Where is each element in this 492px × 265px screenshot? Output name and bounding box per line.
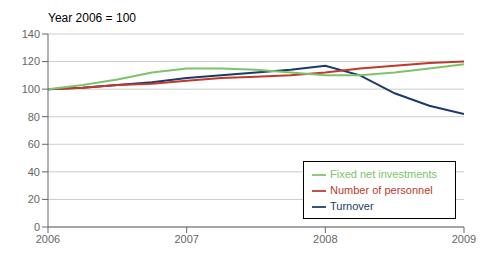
svg-text:60: 60 <box>28 138 40 150</box>
html-text:Turnover: Turnover <box>330 199 374 212</box>
svg-text:0: 0 <box>34 221 40 233</box>
svg-text:120: 120 <box>22 55 40 67</box>
svg-text:80: 80 <box>28 111 40 123</box>
svg-text:2007: 2007 <box>174 233 198 245</box>
svg-text:2008: 2008 <box>313 233 337 245</box>
svg-text:140: 140 <box>22 28 40 40</box>
svg-text:20: 20 <box>28 193 40 205</box>
html-text:Year 2006 = 100: Year 2006 = 100 <box>48 11 136 25</box>
svg-text:2006: 2006 <box>36 233 60 245</box>
html-text:Number of personnel: Number of personnel <box>330 183 433 196</box>
svg-text:40: 40 <box>28 166 40 178</box>
html-text:Fixed net investments: Fixed net investments <box>330 167 437 180</box>
svg-text:100: 100 <box>22 83 40 95</box>
svg-text:2009: 2009 <box>452 233 476 245</box>
